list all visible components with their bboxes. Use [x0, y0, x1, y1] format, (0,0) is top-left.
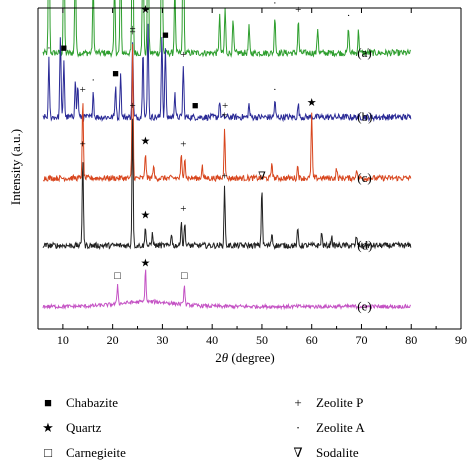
phase-marker: +: [222, 100, 228, 112]
phase-marker: ·: [47, 42, 51, 54]
x-tick-label: 80: [405, 333, 417, 347]
x-tick-label: 70: [355, 333, 367, 347]
phase-marker: +: [180, 203, 186, 215]
phase-marker: ★: [141, 135, 151, 147]
phase-marker: ★: [141, 4, 151, 16]
phase-marker: ★: [141, 257, 151, 269]
phase-marker: +: [129, 26, 135, 38]
phase-marker: ·: [273, 84, 277, 96]
phase-marker: ■: [112, 68, 119, 80]
x-axis-label: 2θ (degree): [215, 350, 274, 365]
phase-marker: +: [180, 139, 186, 151]
phase-marker: ■: [162, 29, 169, 41]
legend-symbol: +: [294, 395, 301, 410]
legend: ■ Chabazite ★ Quartz □ Carnegieite + Zeolite P ·…: [42, 395, 365, 460]
phase-marker: +: [222, 0, 228, 3]
legend-label: Sodalite: [316, 445, 359, 460]
phase-marker: +: [80, 139, 86, 151]
legend-item: ∇ Sodalite: [293, 445, 358, 460]
series-line-d: [42, 118, 412, 251]
x-axis-label-suffix: (degree): [228, 350, 275, 365]
x-tick-label: 90: [455, 333, 467, 347]
phase-marker: +: [80, 84, 86, 96]
phase-marker: ·: [273, 0, 277, 9]
phase-marker: +: [295, 4, 301, 16]
legend-item: ★ Quartz: [42, 420, 101, 435]
legend-symbol: □: [44, 445, 52, 460]
series-label-c: (c): [357, 170, 371, 185]
phase-marker: +: [180, 49, 186, 61]
legend-symbol: ∇: [293, 445, 302, 460]
phase-marker: □: [181, 270, 188, 282]
x-tick-label: 20: [107, 333, 119, 347]
series-label-d: (d): [357, 238, 372, 253]
series-label-b: (b): [357, 109, 372, 124]
legend-label: Carnegieite: [66, 445, 126, 460]
legend-label: Chabazite: [66, 395, 118, 410]
y-axis-label: Intensity (a.u.): [8, 129, 23, 205]
x-tick-label: 10: [57, 333, 69, 347]
phase-marker: +: [222, 110, 228, 122]
phase-marker: ★: [141, 209, 151, 221]
x-axis-label-theta: θ: [222, 350, 229, 365]
phase-marker: ·: [347, 10, 351, 22]
legend-item: · Zeolite A: [296, 420, 366, 435]
legend-item: + Zeolite P: [294, 395, 363, 410]
series-line-e: [42, 269, 411, 311]
x-tick-label: 30: [156, 333, 168, 347]
legend-symbol: ·: [296, 420, 300, 435]
series-line-a: [42, 0, 411, 59]
series-label-e: (e): [357, 299, 371, 314]
phase-marker: ∇: [258, 171, 266, 183]
series-line-c: [42, 43, 412, 183]
phase-marker: ■: [61, 42, 68, 54]
x-axis-label-prefix: 2: [215, 350, 222, 365]
phase-marker: +: [129, 23, 135, 35]
phase-marker: ★: [307, 97, 317, 109]
legend-item: ■ Chabazite: [44, 395, 118, 410]
phase-marker: ■: [192, 100, 199, 112]
x-tick-label: 40: [206, 333, 218, 347]
phase-marker: ·: [91, 74, 95, 86]
phase-marker: ·: [146, 4, 150, 16]
legend-label: Zeolite A: [316, 420, 365, 435]
phase-marker: +: [129, 100, 135, 112]
legend-symbol: ★: [42, 420, 54, 435]
legend-label: Quartz: [66, 420, 102, 435]
phase-marker: +: [222, 171, 228, 183]
phase-marker: □: [114, 270, 121, 282]
series-label-a: (a): [357, 45, 371, 60]
legend-item: □ Carnegieite: [44, 445, 126, 460]
legend-symbol: ■: [44, 395, 52, 410]
axes: 10 20 30 40 50 60 70 80 90: [37, 7, 467, 347]
series-line-b: [42, 23, 412, 123]
legend-label: Zeolite P: [316, 395, 363, 410]
x-tick-label: 60: [306, 333, 318, 347]
plot-area: (a)(b)(c)(d)(e)++++++········★■■■■+++···…: [42, 0, 412, 314]
x-tick-label: 50: [256, 333, 268, 347]
